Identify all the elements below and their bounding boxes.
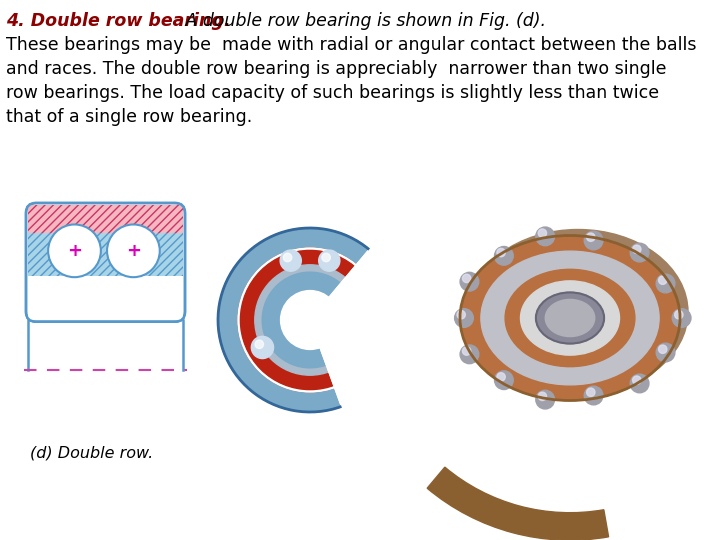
Circle shape <box>656 274 675 293</box>
Circle shape <box>497 373 505 381</box>
Wedge shape <box>427 467 608 540</box>
Circle shape <box>587 233 595 241</box>
Text: +: + <box>126 242 141 260</box>
Circle shape <box>630 243 649 262</box>
Circle shape <box>107 225 160 277</box>
Circle shape <box>538 392 546 401</box>
Circle shape <box>262 272 358 368</box>
Circle shape <box>462 347 471 355</box>
Circle shape <box>460 345 479 363</box>
Ellipse shape <box>505 269 635 367</box>
Circle shape <box>281 291 339 349</box>
Circle shape <box>656 343 675 362</box>
Circle shape <box>538 229 546 237</box>
Circle shape <box>630 374 649 393</box>
Ellipse shape <box>460 235 680 401</box>
Circle shape <box>218 228 402 412</box>
Circle shape <box>281 291 339 349</box>
Circle shape <box>457 310 465 319</box>
Circle shape <box>495 246 513 265</box>
Circle shape <box>240 251 379 389</box>
Circle shape <box>584 231 603 250</box>
Text: (d) Double row.: (d) Double row. <box>30 445 153 460</box>
Bar <box>28 276 183 320</box>
Circle shape <box>238 248 382 392</box>
Wedge shape <box>310 246 407 411</box>
Circle shape <box>262 272 358 368</box>
Circle shape <box>454 309 473 327</box>
Ellipse shape <box>536 293 604 343</box>
FancyBboxPatch shape <box>26 203 185 322</box>
Bar <box>28 205 183 233</box>
Circle shape <box>48 225 101 277</box>
Circle shape <box>536 390 554 409</box>
Text: +: + <box>67 242 82 260</box>
Circle shape <box>280 250 301 271</box>
Circle shape <box>319 250 340 271</box>
Circle shape <box>659 345 667 354</box>
Circle shape <box>218 228 402 412</box>
Circle shape <box>672 309 691 327</box>
Ellipse shape <box>468 230 688 395</box>
Circle shape <box>238 248 382 392</box>
Wedge shape <box>310 246 407 411</box>
Circle shape <box>587 388 595 396</box>
Circle shape <box>255 340 264 348</box>
Circle shape <box>255 265 365 375</box>
Ellipse shape <box>495 250 660 374</box>
Circle shape <box>495 371 513 389</box>
Circle shape <box>238 248 382 392</box>
Ellipse shape <box>481 251 659 385</box>
Ellipse shape <box>521 281 619 355</box>
Circle shape <box>659 276 667 285</box>
Bar <box>28 233 183 276</box>
Text: row bearings. The load capacity of such bearings is slightly less than twice: row bearings. The load capacity of such … <box>6 84 659 102</box>
Text: 4. Double row bearing.: 4. Double row bearing. <box>6 12 230 30</box>
Text: that of a single row bearing.: that of a single row bearing. <box>6 108 252 126</box>
Circle shape <box>462 274 471 282</box>
Circle shape <box>675 310 683 319</box>
Bar <box>28 205 183 233</box>
Circle shape <box>460 272 479 291</box>
Bar <box>28 233 183 276</box>
Circle shape <box>283 253 292 262</box>
Text: and races. The double row bearing is appreciably  narrower than two single: and races. The double row bearing is app… <box>6 60 667 78</box>
Ellipse shape <box>545 300 595 336</box>
Circle shape <box>322 253 330 262</box>
Circle shape <box>255 265 365 375</box>
Circle shape <box>536 227 554 246</box>
Circle shape <box>584 386 603 405</box>
Text: These bearings may be  made with radial or angular contact between the balls: These bearings may be made with radial o… <box>6 36 696 54</box>
Circle shape <box>251 336 274 359</box>
Text: A double row bearing is shown in Fig. (d).: A double row bearing is shown in Fig. (d… <box>180 12 546 30</box>
Circle shape <box>497 248 505 256</box>
Circle shape <box>633 376 641 384</box>
Circle shape <box>633 245 641 253</box>
